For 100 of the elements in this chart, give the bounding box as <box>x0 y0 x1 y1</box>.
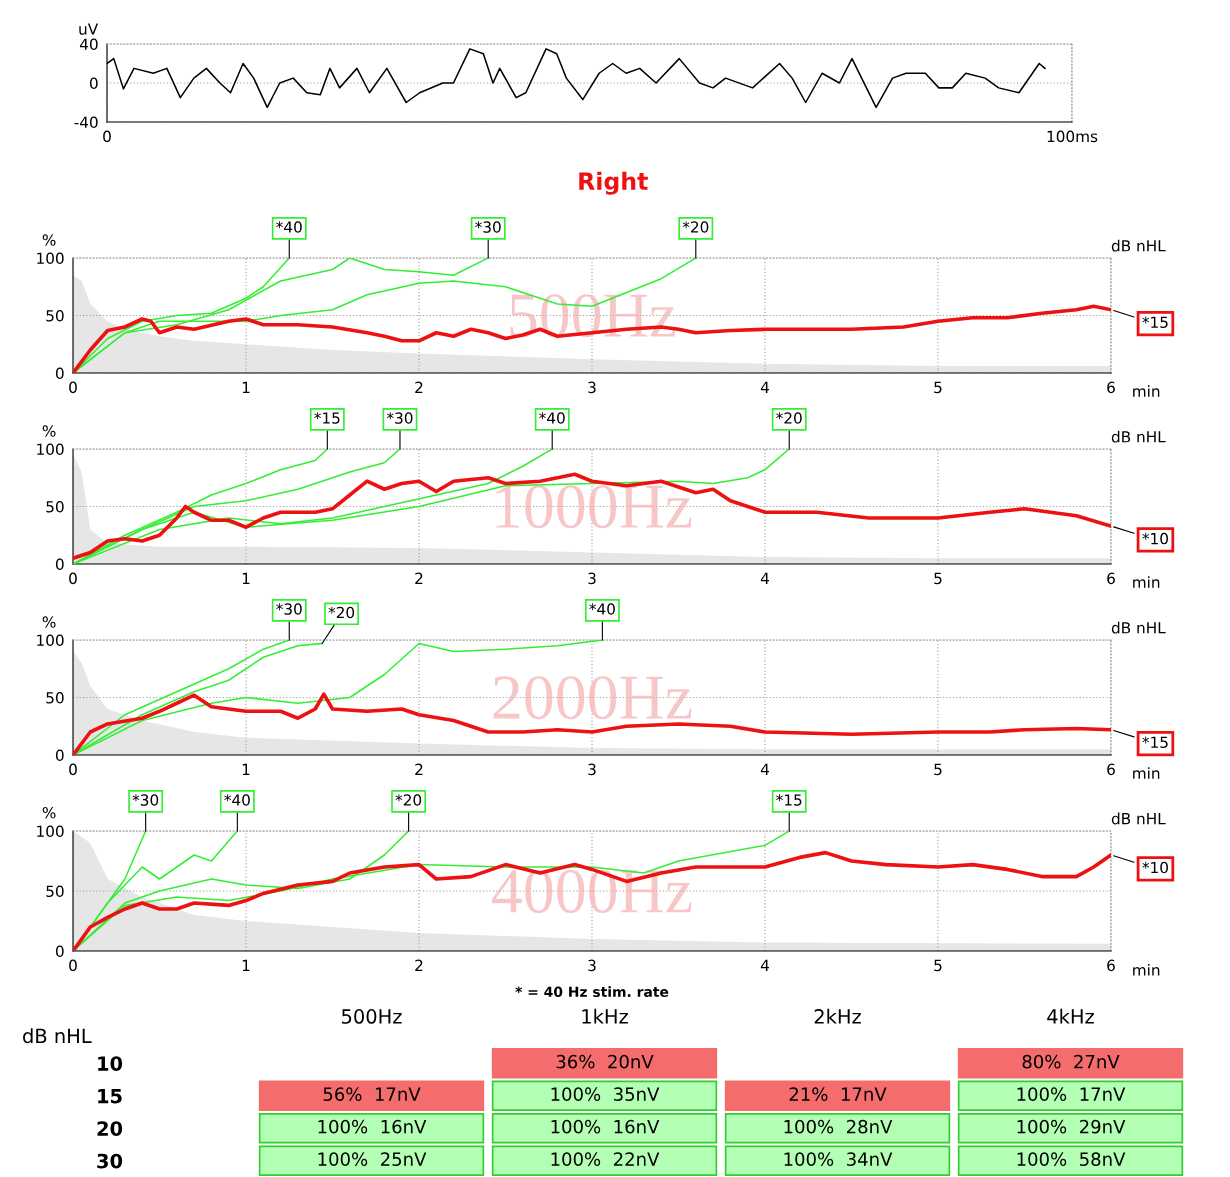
x-axis-title: min <box>1133 767 1160 779</box>
y-axis-title: % <box>42 425 56 437</box>
text: 100% 16nV <box>551 1119 660 1134</box>
chart-subtitle: 1000Hz <box>496 485 692 529</box>
y-tick-label: 50 <box>46 309 64 322</box>
x-tick-label: 4 <box>760 959 769 971</box>
y-tick-label: 50 <box>46 500 64 513</box>
x-tick-label: 3 <box>588 381 596 394</box>
category-label: 2kHz <box>814 1008 861 1024</box>
y-tick-label: 40 <box>79 38 98 51</box>
x-tick-label: 0 <box>69 381 77 394</box>
category-label: 1kHz <box>582 1008 628 1024</box>
x-tick-label: 6 <box>1107 381 1115 394</box>
y2-axis-title: dB nHL <box>1111 239 1166 252</box>
text: 100% 16nV <box>318 1119 427 1134</box>
y-tick-label: 100 <box>37 443 64 456</box>
y-tick-label: 100 <box>37 634 64 647</box>
series-label: *20 <box>395 794 422 806</box>
x-tick-label: 4 <box>760 572 769 584</box>
text: 100% 29nV <box>1017 1119 1126 1134</box>
series-label: *20 <box>682 221 709 233</box>
text: 21% 17nV <box>789 1087 887 1101</box>
text: 100% 17nV <box>1017 1087 1126 1101</box>
x-tick-label: 4 <box>760 381 769 393</box>
x-tick-label: 0 <box>69 959 77 972</box>
text: *15 <box>1142 736 1168 749</box>
chart-title: Right <box>579 171 648 195</box>
y-tick-label: 50 <box>46 691 64 704</box>
series-label: *30 <box>276 603 302 615</box>
text: * = 40 Hz stim. rate <box>515 986 669 998</box>
y-tick-label: 0 <box>55 749 64 762</box>
text: 100% 25nV <box>318 1152 427 1166</box>
x-tick-label: 2 <box>415 959 423 971</box>
category-label: 4kHz <box>1047 1008 1094 1024</box>
x-tick-label: 0 <box>69 763 77 776</box>
x-tick-label: 4 <box>760 763 769 775</box>
text: 100% 34nV <box>784 1152 893 1166</box>
y2-axis-title: dB nHL <box>1111 621 1166 634</box>
text: *10 <box>1142 532 1168 545</box>
x-tick-label: 2 <box>415 381 423 393</box>
text: 100% 35nV <box>551 1087 660 1101</box>
text: dB nHL <box>23 1028 92 1044</box>
x-axis-title: min <box>1133 576 1160 588</box>
text: *10 <box>1142 861 1168 874</box>
category-label: 20 <box>97 1121 123 1136</box>
y-tick-label: -40 <box>74 116 98 129</box>
y-tick-label: 0 <box>55 945 64 958</box>
x-tick-label: 1 <box>242 763 250 775</box>
x-tick-label: 1 <box>242 381 250 393</box>
y-tick-label: 0 <box>89 77 98 90</box>
series-label: *15 <box>776 794 802 806</box>
chart-subtitle: 4000Hz <box>492 869 692 913</box>
series-label: *30 <box>132 794 159 806</box>
x-tick-label: 6 <box>1107 763 1115 776</box>
text: 36% 20nV <box>556 1054 654 1069</box>
text: 100% 28nV <box>784 1119 893 1134</box>
text: 100% 22nV <box>551 1152 660 1166</box>
y2-axis-title: dB nHL <box>1111 812 1166 825</box>
x-tick-label: 2 <box>415 763 423 775</box>
y-tick-label: 0 <box>55 558 64 571</box>
series-label: *30 <box>475 221 501 233</box>
legend-label: *20 <box>328 606 355 619</box>
x-tick-label: 0 <box>69 572 77 585</box>
series-label: *20 <box>776 412 802 424</box>
y-tick-label: 100 <box>37 252 64 265</box>
series-label: *30 <box>386 412 413 424</box>
x-tick-label: 1 <box>242 959 250 971</box>
x-tick-label: 3 <box>588 763 596 776</box>
category-label: 30 <box>97 1153 123 1169</box>
x-tick-label: 5 <box>934 959 942 972</box>
y-tick-label: 100 <box>37 825 64 838</box>
text: 80% 27nV <box>1022 1054 1120 1069</box>
category-label: 10 <box>98 1056 123 1071</box>
y-axis-title: % <box>42 806 56 819</box>
x-tick-label: 6 <box>1107 959 1115 972</box>
x-axis-title: min <box>1133 964 1160 976</box>
text: 56% 17nV <box>323 1087 421 1101</box>
x-tick-label: 6 <box>1107 572 1115 585</box>
y-tick-label: 0 <box>55 367 64 380</box>
y2-axis-title: dB nHL <box>1111 430 1166 443</box>
series-label: *40 <box>539 412 565 424</box>
y-axis-title: % <box>42 616 56 628</box>
category-label: 500Hz <box>342 1009 402 1024</box>
x-tick-label: 5 <box>934 763 942 776</box>
text: *15 <box>1142 316 1168 329</box>
x-tick-label: 3 <box>588 959 596 972</box>
series-label: *15 <box>314 412 340 424</box>
x-tick-label: 1 <box>242 572 250 584</box>
text: 100% 58nV <box>1017 1152 1126 1166</box>
series-label: *40 <box>224 794 250 806</box>
x-tick-label: 2 <box>415 572 423 584</box>
y-axis-title: % <box>42 234 56 246</box>
x-tick-label: 100ms <box>1047 130 1098 143</box>
x-tick-label: 5 <box>934 572 942 585</box>
series-label: *40 <box>589 603 615 615</box>
series-label: *40 <box>276 221 302 233</box>
y-axis-title: uV <box>79 23 99 35</box>
chart-subtitle: 2000Hz <box>493 676 692 720</box>
x-tick-label: 5 <box>934 381 942 394</box>
category-label: 15 <box>98 1088 122 1104</box>
